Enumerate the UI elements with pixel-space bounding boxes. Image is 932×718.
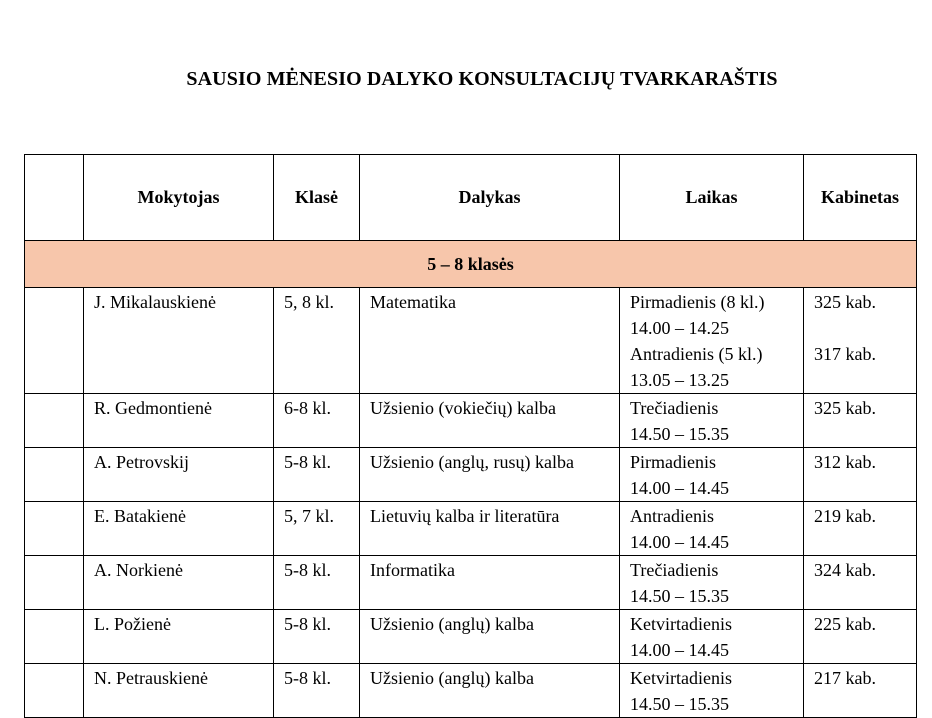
time-cell: Trečiadienis 14.50 – 15.35 [619, 555, 804, 610]
time-line: 14.50 – 15.35 [630, 694, 729, 714]
teacher-cell: N. Petrauskienė [83, 663, 274, 718]
header-number [24, 154, 84, 241]
subject-cell: Užsienio (vokiečių) kalba [359, 393, 620, 448]
header-subject: Dalykas [359, 154, 620, 241]
teacher-cell: A. Norkienė [83, 555, 274, 610]
section-row: 5 – 8 klasės [24, 240, 917, 288]
table-row: R. Gedmontienė 6-8 kl. Užsienio (vokiečių)… [24, 393, 917, 448]
number-cell [24, 447, 84, 502]
number-cell [24, 609, 84, 664]
room-line: 225 kab. [814, 614, 876, 634]
time-line: 14.50 – 15.35 [630, 586, 729, 606]
teacher-cell: A. Petrovskij [83, 447, 274, 502]
time-line: 14.50 – 15.35 [630, 424, 729, 444]
time-line: Trečiadienis [630, 398, 719, 418]
class-cell: 5-8 kl. [273, 555, 360, 610]
room-line: 312 kab. [814, 452, 876, 472]
schedule-table: Mokytojas Klasė Dalykas Laikas Kabinetas… [24, 154, 917, 718]
document-title: SAUSIO MĖNESIO DALYKO KONSULTACIJŲ TVARK… [186, 68, 778, 90]
number-cell [24, 501, 84, 556]
time-line: Antradienis (5 kl.) [630, 344, 763, 364]
room-cell: 312 kab. [803, 447, 917, 502]
time-line: 14.00 – 14.45 [630, 532, 729, 552]
class-cell: 5-8 kl. [273, 447, 360, 502]
number-cell [24, 287, 84, 394]
time-line: Trečiadienis [630, 560, 719, 580]
header-class: Klasė [273, 154, 360, 241]
number-cell [24, 663, 84, 718]
subject-cell: Matematika [359, 287, 620, 394]
time-line: 13.05 – 13.25 [630, 370, 729, 390]
room-cell: 219 kab. [803, 501, 917, 556]
room-cell: 225 kab. [803, 609, 917, 664]
subject-cell: Užsienio (anglų) kalba [359, 609, 620, 664]
time-line: Pirmadienis (8 kl.) [630, 292, 765, 312]
time-cell: Pirmadienis 14.00 – 14.45 [619, 447, 804, 502]
subject-cell: Užsienio (anglų, rusų) kalba [359, 447, 620, 502]
subject-cell: Lietuvių kalba ir literatūra [359, 501, 620, 556]
room-line: 324 kab. [814, 560, 876, 580]
teacher-cell: R. Gedmontienė [83, 393, 274, 448]
table-row: A. Petrovskij 5-8 kl. Užsienio (anglų, rus… [24, 447, 917, 502]
table-row: L. Požienė 5-8 kl. Užsienio (anglų) kalba K… [24, 609, 917, 664]
room-cell: 325 kab. [803, 393, 917, 448]
section-label: 5 – 8 klasės [24, 240, 917, 288]
table-row: A. Norkienė 5-8 kl. Informatika Trečiadieni… [24, 555, 917, 610]
class-cell: 5-8 kl. [273, 663, 360, 718]
class-cell: 5, 8 kl. [273, 287, 360, 394]
subject-cell: Informatika [359, 555, 620, 610]
header-row: Mokytojas Klasė Dalykas Laikas Kabinetas [24, 154, 917, 241]
room-line: 325 kab. [814, 398, 876, 418]
room-line: 219 kab. [814, 506, 876, 526]
class-cell: 6-8 kl. [273, 393, 360, 448]
table-row: J. Mikalauskienė 5, 8 kl. Matematika Pirmad… [24, 287, 917, 394]
room-cell: 324 kab. [803, 555, 917, 610]
room-line: 217 kab. [814, 668, 876, 688]
class-cell: 5, 7 kl. [273, 501, 360, 556]
subject-cell: Užsienio (anglų) kalba [359, 663, 620, 718]
time-cell: Trečiadienis 14.50 – 15.35 [619, 393, 804, 448]
teacher-cell: L. Požienė [83, 609, 274, 664]
time-cell: Ketvirtadienis 14.00 – 14.45 [619, 609, 804, 664]
room-cell: 217 kab. [803, 663, 917, 718]
time-cell: Antradienis 14.00 – 14.45 [619, 501, 804, 556]
room-cell: 325 kab. 317 kab. [803, 287, 917, 394]
table-row: E. Batakienė 5, 7 kl. Lietuvių kalba ir li… [24, 501, 917, 556]
time-line: 14.00 – 14.45 [630, 478, 729, 498]
time-cell: Ketvirtadienis 14.50 – 15.35 [619, 663, 804, 718]
header-time: Laikas [619, 154, 804, 241]
room-line [814, 315, 907, 341]
time-line: 14.00 – 14.25 [630, 318, 729, 338]
class-cell: 5-8 kl. [273, 609, 360, 664]
time-line: 14.00 – 14.45 [630, 640, 729, 660]
room-line: 317 kab. [814, 344, 876, 364]
time-line: Ketvirtadienis [630, 614, 732, 634]
time-line: Pirmadienis [630, 452, 716, 472]
teacher-cell: J. Mikalauskienė [83, 287, 274, 394]
time-line: Antradienis [630, 506, 714, 526]
room-line: 325 kab. [814, 292, 876, 312]
header-room: Kabinetas [803, 154, 917, 241]
header-teacher: Mokytojas [83, 154, 274, 241]
number-cell [24, 555, 84, 610]
number-cell [24, 393, 84, 448]
time-line: Ketvirtadienis [630, 668, 732, 688]
time-cell: Pirmadienis (8 kl.) 14.00 – 14.25 Antradie… [619, 287, 804, 394]
teacher-cell: E. Batakienė [83, 501, 274, 556]
table-row: N. Petrauskienė 5-8 kl. Užsienio (anglų) k… [24, 663, 917, 718]
